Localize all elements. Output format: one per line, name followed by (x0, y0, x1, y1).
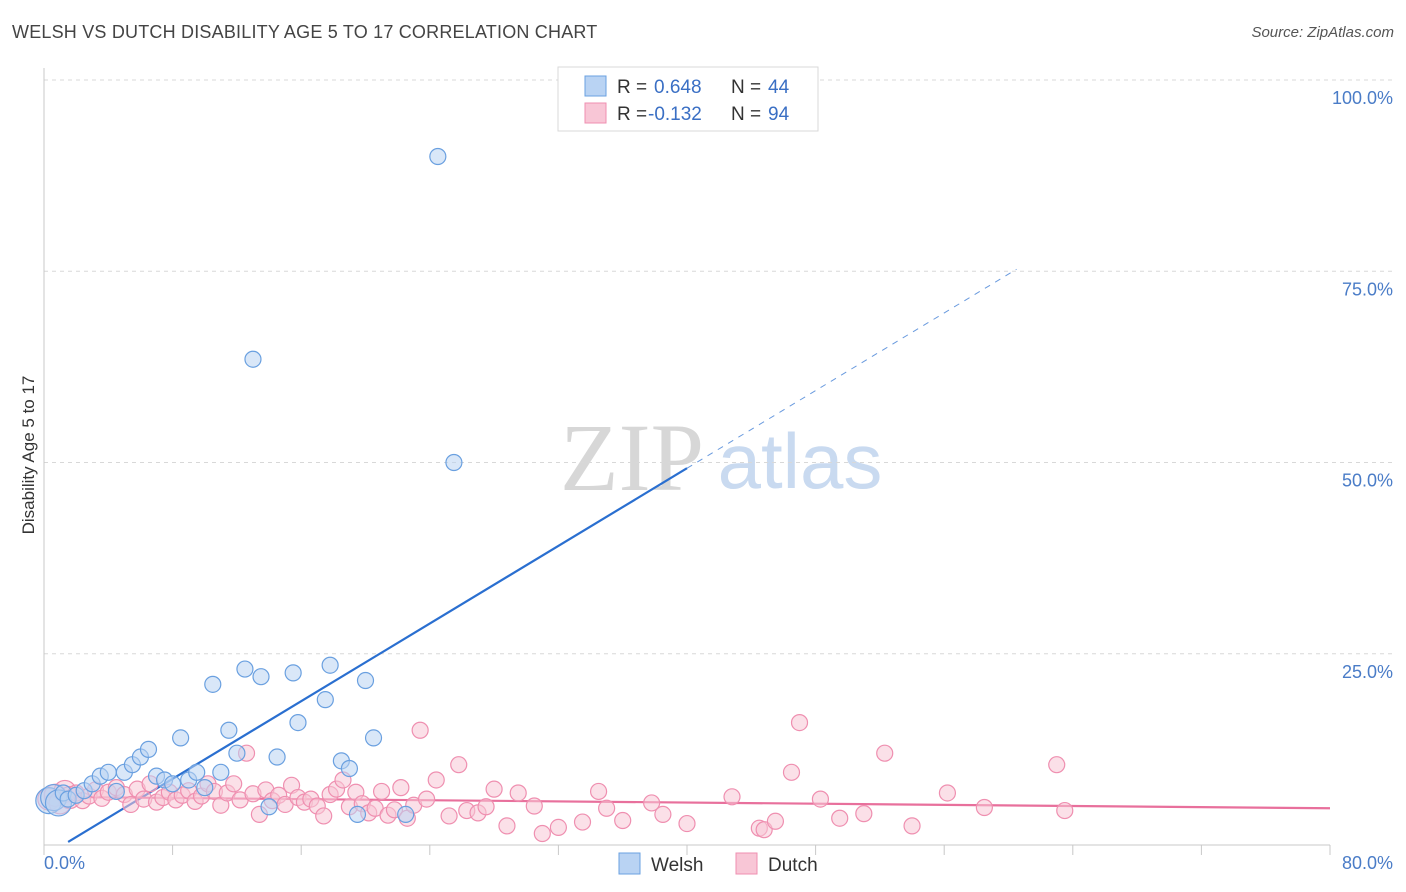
welsh-trend-extension (686, 268, 1017, 469)
bottom-legend-dutch-label: Dutch (768, 855, 818, 876)
dutch-point (417, 790, 436, 808)
legend-dutch-r-value: -0.132 (648, 104, 702, 125)
dutch-point (903, 817, 921, 835)
dutch-point (938, 784, 957, 802)
dutch-point (573, 813, 592, 831)
bottom-legend-welsh-label: Welsh (651, 855, 703, 876)
chart-title: WELSH VS DUTCH DISABILITY AGE 5 TO 17 CO… (12, 22, 598, 42)
dutch-point (855, 805, 873, 823)
bottom-legend-welsh-swatch (618, 852, 641, 875)
dutch-point (411, 721, 429, 739)
legend-dutch-swatch (584, 102, 607, 124)
dutch-point (450, 756, 468, 774)
dutch-point (315, 807, 333, 825)
dutch-point (427, 771, 445, 789)
dutch-point (678, 814, 696, 833)
welsh-point (289, 713, 307, 732)
welsh-point (236, 660, 254, 678)
welsh-point (429, 147, 447, 166)
dutch-point (485, 780, 503, 798)
dutch-point (643, 794, 661, 812)
dutch-point (509, 784, 527, 802)
dutch-point (477, 798, 495, 816)
dutch-point (498, 817, 516, 835)
dutch-point (392, 779, 410, 797)
welsh-point (99, 763, 117, 781)
welsh-point (445, 453, 463, 472)
dutch-point (372, 782, 391, 801)
y-axis-title: Disability Age 5 to 17 (19, 376, 38, 535)
legend-welsh-n-value: 44 (768, 77, 790, 98)
legend-dutch-r-label: R = (617, 104, 647, 125)
welsh-point (348, 805, 367, 824)
welsh-point (321, 656, 339, 674)
tick-labels: 25.0% 50.0% 75.0% 100.0% 0.0% 80.0% (44, 88, 1393, 873)
welsh-point (220, 721, 238, 739)
dutch-point (790, 713, 809, 732)
dutch-point (766, 812, 785, 830)
legend-box: R = 0.648 N = 44 R = -0.132 N = 94 (557, 66, 819, 132)
welsh-point (364, 729, 383, 747)
y-tick-label: 25.0% (1342, 662, 1393, 682)
y-tick-label: 50.0% (1342, 471, 1393, 491)
welsh-point (228, 744, 246, 762)
welsh-point (139, 740, 158, 758)
welsh-point (188, 763, 206, 781)
dutch-point (723, 788, 741, 806)
y-tick-label: 100.0% (1332, 88, 1393, 108)
data-points (35, 71, 1074, 843)
dutch-point (225, 775, 243, 793)
welsh-point (397, 805, 415, 824)
dutch-point (533, 824, 551, 843)
welsh-point (268, 748, 286, 766)
dutch-point (614, 811, 632, 830)
welsh-point (356, 671, 375, 690)
welsh-point (204, 675, 222, 693)
dutch-point (549, 818, 568, 837)
y-tick-label: 75.0% (1342, 279, 1393, 299)
x-tick-label: 0.0% (44, 853, 85, 873)
dutch-point (975, 798, 993, 817)
dutch-point (440, 807, 458, 825)
welsh-point (172, 729, 190, 747)
legend-dutch-n-label: N = (731, 104, 761, 125)
watermark-zip: ZIP (560, 404, 704, 511)
dutch-point (1056, 801, 1074, 820)
legend-welsh-r-value: 0.648 (654, 77, 702, 98)
dutch-point (811, 790, 830, 808)
dutch-point (1048, 756, 1066, 774)
dutch-point (654, 805, 672, 824)
dutch-point (831, 809, 849, 827)
welsh-point (316, 691, 334, 709)
welsh-point (212, 763, 230, 781)
dutch-point (589, 782, 608, 801)
dutch-point (782, 763, 801, 781)
x-tick-label: 80.0% (1342, 853, 1393, 873)
watermark-atlas: atlas (718, 417, 883, 505)
legend-dutch-n-value: 94 (768, 104, 790, 125)
welsh-point (196, 779, 214, 797)
welsh-point (284, 664, 302, 682)
welsh-point (340, 759, 359, 778)
axes (43, 68, 1331, 855)
bottom-legend: Welsh Dutch (618, 852, 818, 876)
dutch-point (598, 799, 616, 817)
dutch-point (876, 744, 894, 762)
welsh-point (244, 350, 262, 368)
legend-welsh-n-label: N = (731, 77, 761, 98)
welsh-point (252, 668, 270, 686)
welsh-point (260, 798, 278, 816)
chart-source: Source: ZipAtlas.com (1251, 24, 1394, 41)
welsh-point (107, 782, 125, 801)
grid-lines (44, 79, 1392, 655)
bottom-legend-dutch-swatch (735, 852, 758, 875)
legend-welsh-swatch (584, 75, 607, 97)
legend-welsh-r-label: R = (617, 77, 647, 98)
welsh-point (164, 775, 182, 793)
dutch-point (525, 797, 543, 815)
